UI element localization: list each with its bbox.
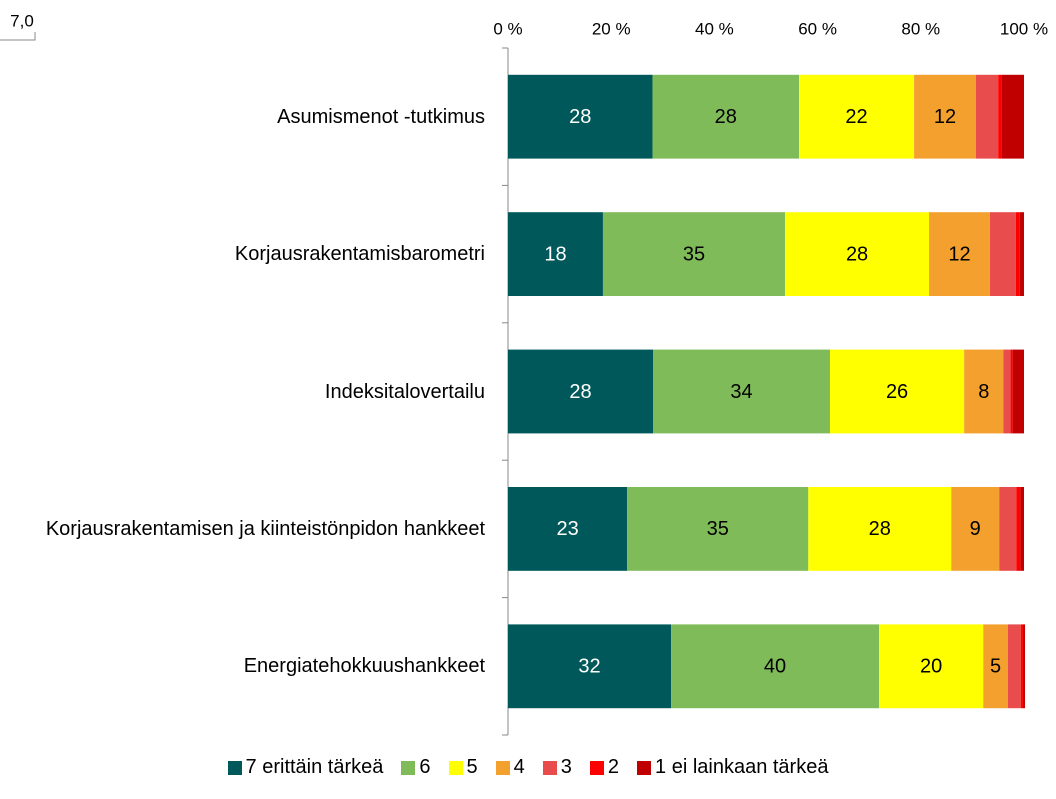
data-label: 35 [683, 243, 705, 265]
bar-segment [989, 212, 1016, 297]
legend-label: 7 erittäin tärkeä [245, 756, 384, 778]
bar-segment [508, 212, 603, 297]
legend-item: 3 [542, 756, 572, 779]
data-label: 35 [707, 518, 729, 540]
x-tick-label: 0 % [493, 19, 522, 38]
bar-segment [1008, 624, 1021, 709]
data-label: 28 [715, 106, 737, 128]
bar-segment [879, 624, 984, 709]
legend: 7 erittäin tärkeä 6 5 4 3 2 1 ei lainkaan tärk… [0, 756, 1056, 779]
legend-label: 2 [607, 756, 620, 778]
data-label: 9 [970, 518, 981, 540]
bar-segment [671, 624, 880, 709]
data-label: 23 [556, 518, 578, 540]
bar-segment [1016, 486, 1021, 571]
bar-segment [914, 74, 977, 159]
bar-segment [652, 74, 800, 159]
bar-segment [1015, 212, 1020, 297]
x-tick-label: 60 % [798, 19, 837, 38]
legend-label: 3 [560, 756, 572, 778]
data-label: 26 [886, 381, 908, 403]
category-label-box: Asumismenot -tutkimus [5, 77, 485, 157]
category-label: Indeksitalovertailu [324, 380, 485, 403]
data-label: 40 [764, 656, 786, 678]
bar-segment [1003, 349, 1011, 434]
legend-swatch [589, 760, 604, 775]
legend-swatch [542, 760, 557, 775]
category-label-box: Korjausrakentamisbarometri [5, 214, 485, 294]
x-tick-label: 40 % [695, 19, 734, 38]
category-label: Korjausrakentamisbarometri [234, 243, 485, 266]
data-label: 18 [544, 243, 566, 265]
data-label: 12 [948, 243, 970, 265]
data-label: 5 [990, 656, 1001, 678]
data-label: 32 [578, 656, 600, 678]
bar-segment [1022, 624, 1026, 709]
legend-item: 2 [589, 756, 620, 779]
legend-swatch [448, 760, 463, 775]
decoration [0, 32, 36, 41]
x-tick-label: 80 % [901, 19, 940, 38]
bar-segment [1012, 349, 1024, 434]
legend-item: 5 [448, 756, 478, 779]
bar-segment [983, 624, 1009, 709]
bar-segment [627, 486, 809, 571]
bar-segment [951, 486, 1000, 571]
legend-label: 1 ei lainkaan tärkeä [655, 756, 829, 778]
bar-segment [1020, 624, 1023, 709]
bar-segment [1020, 486, 1024, 571]
data-label: 8 [978, 381, 989, 403]
legend-label: 6 [419, 756, 431, 778]
legend-swatch [227, 760, 242, 775]
legend-label: 5 [466, 756, 478, 778]
data-label: 34 [730, 381, 752, 403]
data-label: 12 [934, 106, 956, 128]
category-label: Korjausrakentamisen ja kiinteistönpidon … [45, 517, 485, 540]
legend-item: 7 erittäin tärkeä [227, 756, 384, 779]
bar-segment [999, 486, 1017, 571]
annotation: 7,0 [10, 11, 34, 30]
bar-segment [508, 486, 628, 571]
bar-segment [799, 74, 915, 159]
bar-segment [929, 212, 990, 297]
bar-segment [998, 74, 1002, 159]
data-label: 22 [845, 106, 867, 128]
legend-item: 6 [401, 756, 431, 779]
bar-segment [1010, 349, 1013, 434]
bar-segment [1019, 212, 1024, 297]
data-label: 28 [869, 518, 891, 540]
bar-segment [508, 74, 653, 159]
legend-swatch [401, 760, 416, 775]
data-label: 28 [569, 381, 591, 403]
category-label: Energiatehokkuushankkeet [243, 655, 485, 678]
category-label-box: Korjausrakentamisen ja kiinteistönpidon … [5, 489, 485, 569]
data-label: 28 [846, 243, 868, 265]
bar-segment [964, 349, 1004, 434]
bar-segment [829, 349, 965, 434]
x-tick-label: 20 % [592, 19, 631, 38]
legend-swatch [637, 760, 652, 775]
bar-segment [508, 624, 672, 709]
bar-segment [508, 349, 653, 434]
legend-swatch [495, 760, 510, 775]
bar-segment [785, 212, 930, 297]
category-label-box: Indeksitalovertailu [5, 352, 485, 432]
category-label: Asumismenot -tutkimus [277, 105, 485, 128]
bar-segment [1001, 74, 1024, 159]
bar-segment [808, 486, 952, 571]
bar-segment [652, 349, 830, 434]
data-label: 20 [920, 656, 942, 678]
legend-label: 4 [513, 756, 525, 778]
data-label: 28 [569, 106, 591, 128]
category-label-box: Energiatehokkuushankkeet [5, 626, 485, 706]
bar-segment [602, 212, 786, 297]
legend-item: 1 ei lainkaan tärkeä [637, 756, 828, 779]
bar-segment [976, 74, 999, 159]
legend-item: 4 [495, 756, 525, 779]
x-tick-label: 100 % [1000, 19, 1048, 38]
